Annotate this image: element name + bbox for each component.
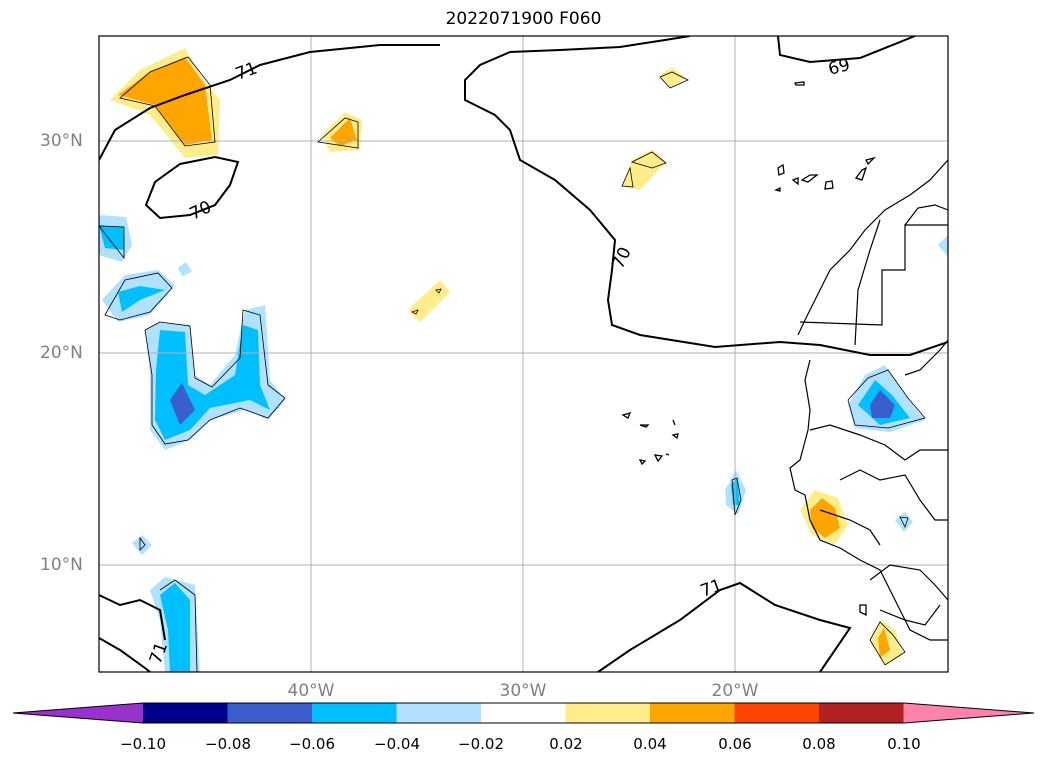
colorbar-tick-label: 0.06 bbox=[718, 735, 752, 753]
lon-label: 30°W bbox=[499, 681, 547, 701]
map-panel: 71 70 70 69 71 71 bbox=[98, 35, 949, 673]
colorbar-tick-label: −0.10 bbox=[120, 735, 166, 753]
colorbar-extend-min bbox=[13, 703, 143, 723]
colorbar-tick-label: −0.06 bbox=[289, 735, 335, 753]
islands bbox=[621, 81, 877, 617]
colorbar-segment bbox=[227, 703, 313, 723]
lat-label: 30°N bbox=[40, 131, 83, 151]
map-frame bbox=[98, 35, 949, 673]
coastline bbox=[789, 159, 948, 641]
colorbar-segment bbox=[396, 703, 482, 723]
colorbar-tick-label: −0.04 bbox=[374, 735, 420, 753]
colorbar-extend-max bbox=[903, 703, 1034, 723]
colorbar-tick-label: −0.08 bbox=[205, 735, 251, 753]
thin-contour bbox=[99, 56, 926, 672]
colorbar-tick-label: 0.08 bbox=[802, 735, 836, 753]
colorbar-segment bbox=[819, 703, 904, 723]
colorbar-segment bbox=[312, 703, 397, 723]
colorbar-tick-label: 0.10 bbox=[887, 735, 921, 753]
map-title: 2022071900 F060 bbox=[445, 9, 602, 29]
colorbar-tick-label: −0.02 bbox=[458, 735, 504, 753]
colorbar-outline bbox=[12, 702, 1035, 724]
colorbar-tick-label: 0.04 bbox=[633, 735, 667, 753]
isobar-contour bbox=[99, 36, 948, 672]
colorbar-segment bbox=[734, 703, 820, 723]
lon-label: 40°W bbox=[287, 681, 335, 701]
colorbar-segment bbox=[650, 703, 735, 723]
lat-label: 10°N bbox=[40, 555, 83, 575]
colorbar-segment bbox=[565, 703, 651, 723]
lat-label: 20°N bbox=[40, 343, 83, 363]
lon-label: 20°W bbox=[711, 681, 759, 701]
colorbar-tick-label: 0.02 bbox=[549, 735, 583, 753]
colorbar-segment bbox=[481, 703, 566, 723]
colorbar-segment bbox=[143, 703, 228, 723]
colorbar-segments bbox=[13, 703, 1034, 723]
